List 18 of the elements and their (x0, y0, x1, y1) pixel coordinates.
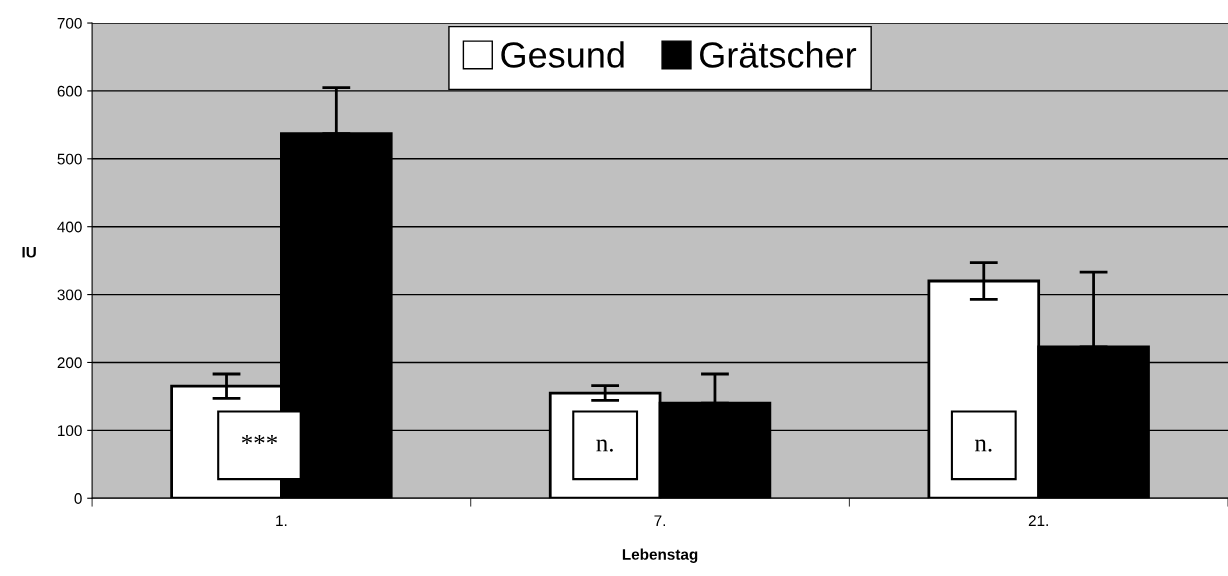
y-axis-title: IU (22, 246, 36, 258)
y-tick-label: 700 (57, 17, 82, 29)
y-tick-label: 400 (57, 221, 82, 233)
y-tick-label: 0 (74, 493, 82, 504)
annotation: n. (974, 439, 992, 452)
y-tick-label: 500 (57, 153, 82, 165)
annotation: *** (241, 434, 278, 445)
legend-label: Grätscher (700, 41, 857, 68)
annotation: n. (596, 439, 613, 452)
y-tick-label: 200 (57, 357, 82, 369)
x-axis-title: Lebenstag (622, 548, 698, 563)
legend-label: Gesund (501, 41, 624, 68)
y-tick-label: 100 (58, 425, 82, 437)
x-tick-label: 7. (654, 515, 666, 526)
x-tick-label: 1. (276, 515, 287, 526)
y-tick-label: 300 (57, 289, 82, 301)
x-tick-label: 21. (1028, 515, 1048, 526)
y-tick-label: 600 (57, 85, 82, 97)
